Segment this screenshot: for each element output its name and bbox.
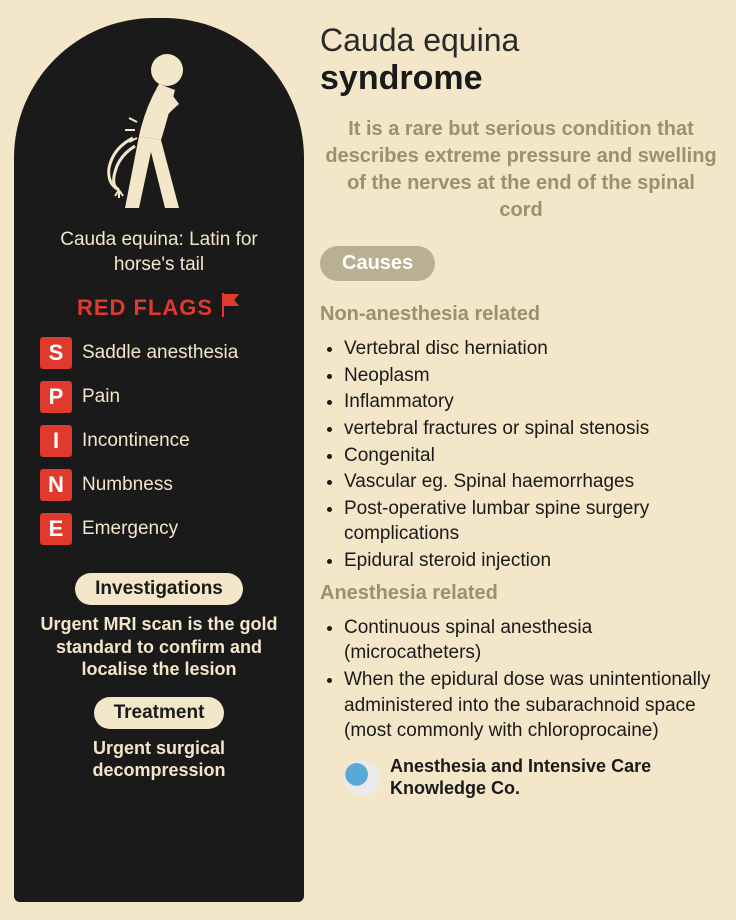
list-item: vertebral fractures or spinal stenosis [344,416,722,442]
spine-letter: I [40,425,72,457]
infographic-container: Cauda equina: Latin for horse's tail RED… [0,0,736,920]
spine-letter: S [40,337,72,369]
list-item: When the epidural dose was unintentional… [344,667,722,744]
list-item: Vertebral disc herniation [344,336,722,362]
treatment-body: Urgent surgical decompression [32,737,286,782]
left-panel: Cauda equina: Latin for horse's tail RED… [14,18,304,902]
causes-heading: Causes [320,246,435,281]
list-item: Congenital [344,443,722,469]
non-anesthesia-subheading: Non-anesthesia related [320,303,722,326]
footer-credit: Anesthesia and Intensive Care Knowledge … [344,756,722,799]
title-line-1: Cauda equina [320,22,722,59]
spine-item: S Saddle anesthesia [40,337,286,369]
list-item: Epidural steroid injection [344,548,722,574]
spine-acronym-list: S Saddle anesthesia P Pain I Incontinenc… [32,337,286,557]
list-item: Inflammatory [344,389,722,415]
anesthesia-subheading: Anesthesia related [320,582,722,605]
spine-letter: E [40,513,72,545]
back-pain-icon [89,48,229,218]
right-panel: Cauda equina syndrome It is a rare but s… [320,18,722,902]
red-flags-heading: RED FLAGS [77,293,241,323]
title-line-2: syndrome [320,59,722,98]
footer-text: Anesthesia and Intensive Care Knowledge … [390,756,722,799]
spine-text: Saddle anesthesia [82,342,238,364]
spine-letter: P [40,381,72,413]
spine-item: I Incontinence [40,425,286,457]
treatment-heading: Treatment [94,697,225,729]
latin-caption: Cauda equina: Latin for horse's tail [32,228,286,277]
spine-item: P Pain [40,381,286,413]
investigations-body: Urgent MRI scan is the gold standard to … [32,613,286,681]
spine-text: Incontinence [82,430,190,452]
spine-letter: N [40,469,72,501]
anesthesia-list: Continuous spinal anesthesia (microcathe… [320,615,722,744]
flag-icon [221,293,241,323]
list-item: Neoplasm [344,363,722,389]
spine-text: Emergency [82,518,178,540]
investigations-heading: Investigations [75,573,243,605]
spine-item: E Emergency [40,513,286,545]
spine-item: N Numbness [40,469,286,501]
non-anesthesia-list: Vertebral disc herniation Neoplasm Infla… [320,336,722,574]
spine-text: Numbness [82,474,173,496]
intro-text: It is a rare but serious condition that … [320,116,722,224]
red-flags-label: RED FLAGS [77,295,213,321]
footer-logo-icon [344,760,380,796]
list-item: Post-operative lumbar spine surgery comp… [344,496,722,547]
list-item: Vascular eg. Spinal haemorrhages [344,469,722,495]
list-item: Continuous spinal anesthesia (microcathe… [344,615,722,666]
spine-text: Pain [82,386,120,408]
